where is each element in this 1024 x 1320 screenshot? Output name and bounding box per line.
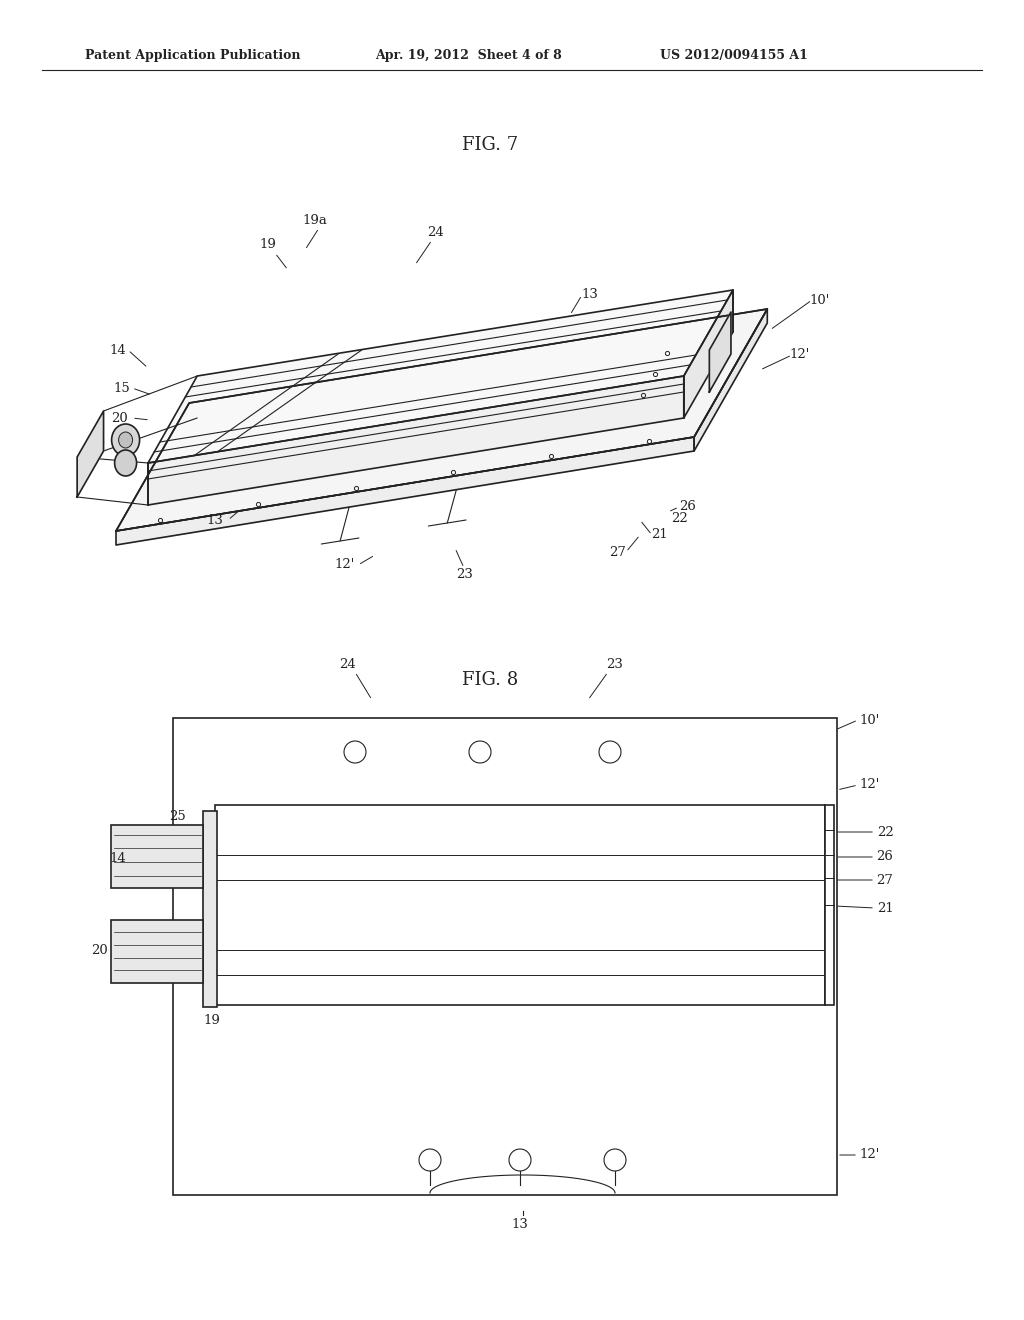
Text: Patent Application Publication: Patent Application Publication <box>85 49 300 62</box>
Text: 24: 24 <box>427 226 443 239</box>
Text: 27: 27 <box>609 545 627 558</box>
Polygon shape <box>77 411 103 498</box>
Polygon shape <box>116 309 767 531</box>
Text: 15: 15 <box>114 381 130 395</box>
Bar <box>173 718 837 1195</box>
Polygon shape <box>684 290 733 418</box>
Text: 12': 12' <box>860 1148 881 1162</box>
Text: 23: 23 <box>457 569 473 582</box>
Circle shape <box>604 1148 626 1171</box>
Text: FIG. 8: FIG. 8 <box>462 671 518 689</box>
Text: 19: 19 <box>259 239 276 252</box>
Circle shape <box>599 741 621 763</box>
Circle shape <box>469 741 490 763</box>
Bar <box>825 805 834 1005</box>
Text: 14: 14 <box>110 851 126 865</box>
Text: 25: 25 <box>170 810 186 824</box>
Text: 27: 27 <box>877 874 893 887</box>
Bar <box>203 810 217 1007</box>
Polygon shape <box>116 437 694 545</box>
Text: 20: 20 <box>112 412 128 425</box>
Text: 13: 13 <box>582 289 598 301</box>
Ellipse shape <box>112 424 139 455</box>
Text: 13: 13 <box>207 513 223 527</box>
Text: 26: 26 <box>877 850 893 863</box>
Text: Apr. 19, 2012  Sheet 4 of 8: Apr. 19, 2012 Sheet 4 of 8 <box>375 49 562 62</box>
Text: 21: 21 <box>877 902 893 915</box>
Text: 22: 22 <box>672 511 688 524</box>
Polygon shape <box>694 309 767 451</box>
Text: 24: 24 <box>340 659 356 672</box>
Ellipse shape <box>119 432 132 447</box>
Text: 12': 12' <box>860 779 881 792</box>
Text: 12': 12' <box>335 558 355 572</box>
Text: 10': 10' <box>860 714 881 726</box>
Polygon shape <box>148 290 733 463</box>
Text: 21: 21 <box>651 528 669 541</box>
Text: 13: 13 <box>512 1218 528 1232</box>
Polygon shape <box>710 312 731 392</box>
Text: 19: 19 <box>204 1014 220 1027</box>
Polygon shape <box>148 376 684 506</box>
Bar <box>111 825 203 888</box>
Circle shape <box>344 741 366 763</box>
Text: FIG. 7: FIG. 7 <box>462 136 518 154</box>
Bar <box>215 805 825 1005</box>
Circle shape <box>509 1148 531 1171</box>
Text: 23: 23 <box>606 659 624 672</box>
Ellipse shape <box>115 450 136 477</box>
Bar <box>111 920 203 983</box>
Text: 14: 14 <box>110 343 126 356</box>
Text: 19a: 19a <box>302 214 328 227</box>
Text: US 2012/0094155 A1: US 2012/0094155 A1 <box>660 49 808 62</box>
Text: 12': 12' <box>790 348 810 362</box>
Text: 20: 20 <box>91 944 109 957</box>
Circle shape <box>419 1148 441 1171</box>
Text: 26: 26 <box>680 500 696 513</box>
Text: 22: 22 <box>877 825 893 838</box>
Text: 10': 10' <box>810 293 830 306</box>
